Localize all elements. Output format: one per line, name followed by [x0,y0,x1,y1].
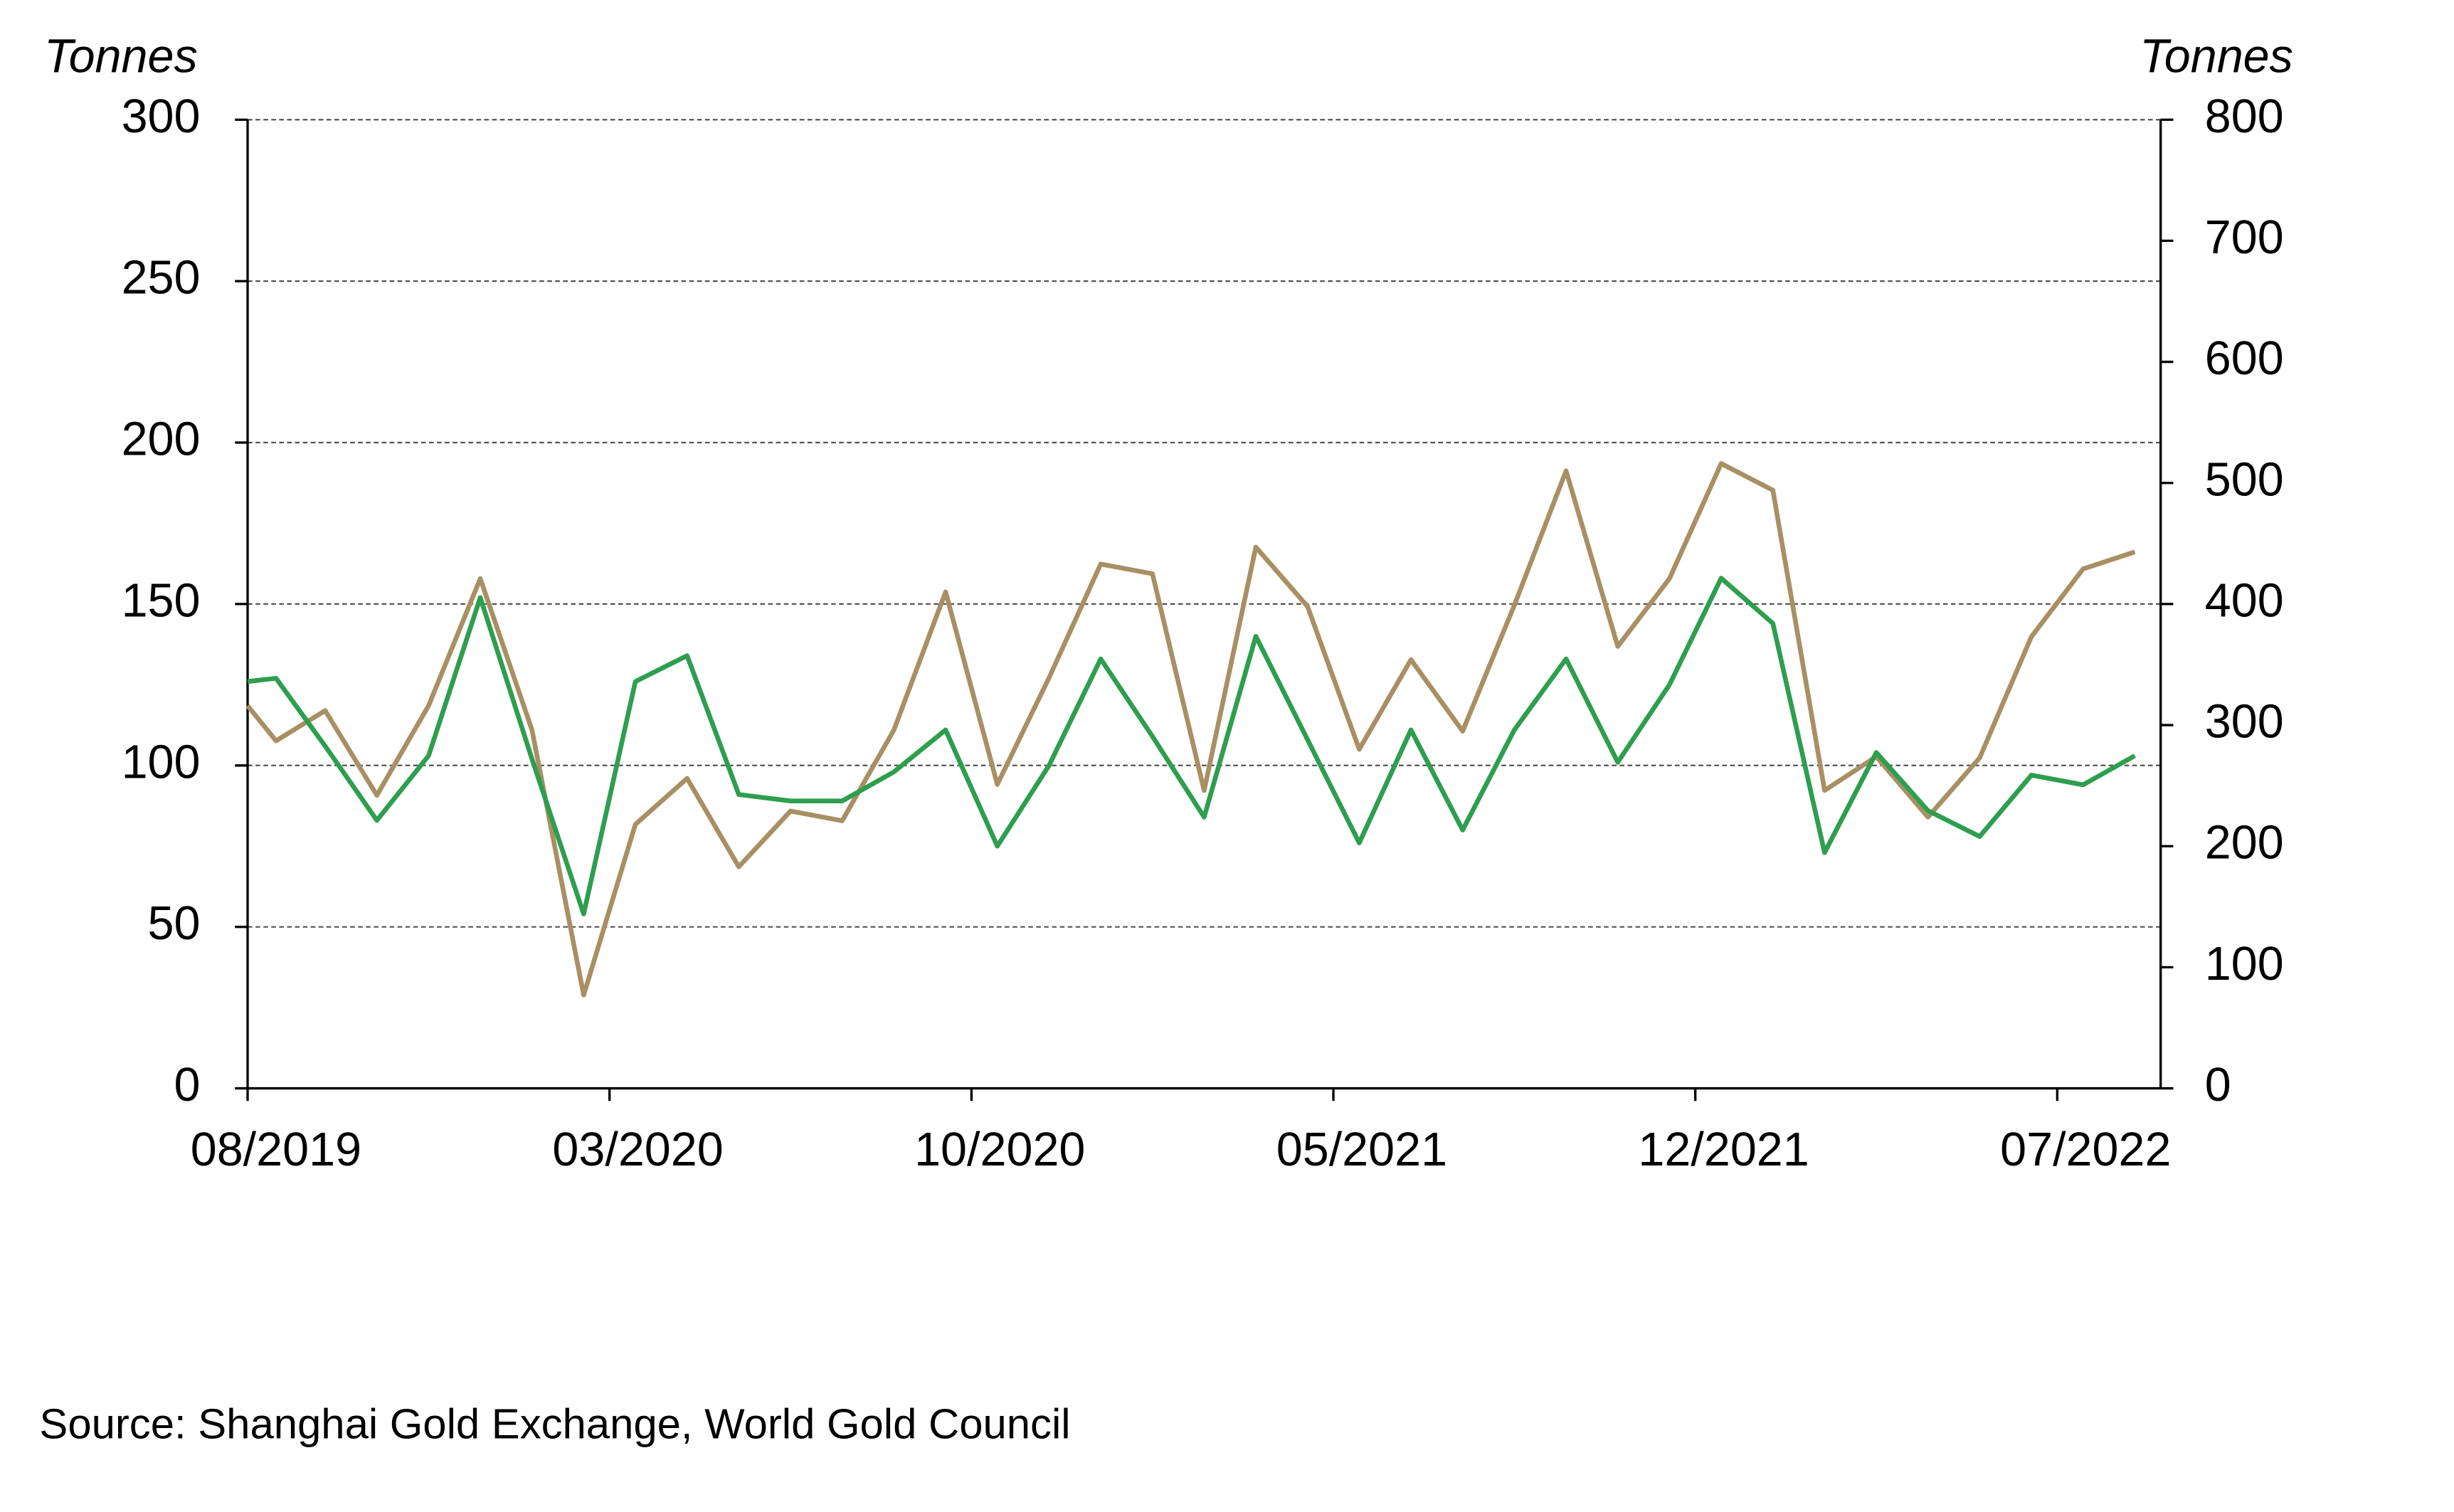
y-tick-label: 300 [122,90,201,143]
y-axis-label: Tonnes [44,31,198,83]
x-tick-label: 08/2019 [191,1124,361,1176]
source-note: Source: Shanghai Gold Exchange, World Go… [39,1400,1070,1447]
y2-tick-label: 800 [2205,90,2284,143]
series-line [245,461,2136,998]
y-tick-label: 200 [122,413,201,466]
y-tick-label: 0 [174,1059,201,1111]
y2-tick-label: 700 [2205,211,2284,264]
y-tick-label: 100 [122,736,201,788]
y2-tick-label: 100 [2205,938,2284,990]
x-tick-label: 03/2020 [552,1124,723,1176]
y2-tick-label: 200 [2205,817,2284,869]
series-line [247,576,2137,916]
y2-tick-label: 500 [2205,453,2284,506]
x-tick-label: 07/2022 [2000,1124,2171,1176]
x-tick-label: 05/2021 [1276,1124,1447,1176]
y2-tick-label: 0 [2205,1059,2231,1111]
x-tick-label: 10/2020 [914,1124,1085,1176]
x-tick-label: 12/2021 [1638,1124,1809,1176]
y-tick-label: 150 [122,574,201,627]
y2-tick-label: 400 [2205,574,2284,627]
y-tick-label: 50 [148,897,201,950]
y2-axis-label: Tonnes [2140,31,2293,83]
y-tick-label: 250 [122,252,201,305]
y2-tick-label: 300 [2205,696,2284,749]
y2-tick-label: 600 [2205,332,2284,385]
